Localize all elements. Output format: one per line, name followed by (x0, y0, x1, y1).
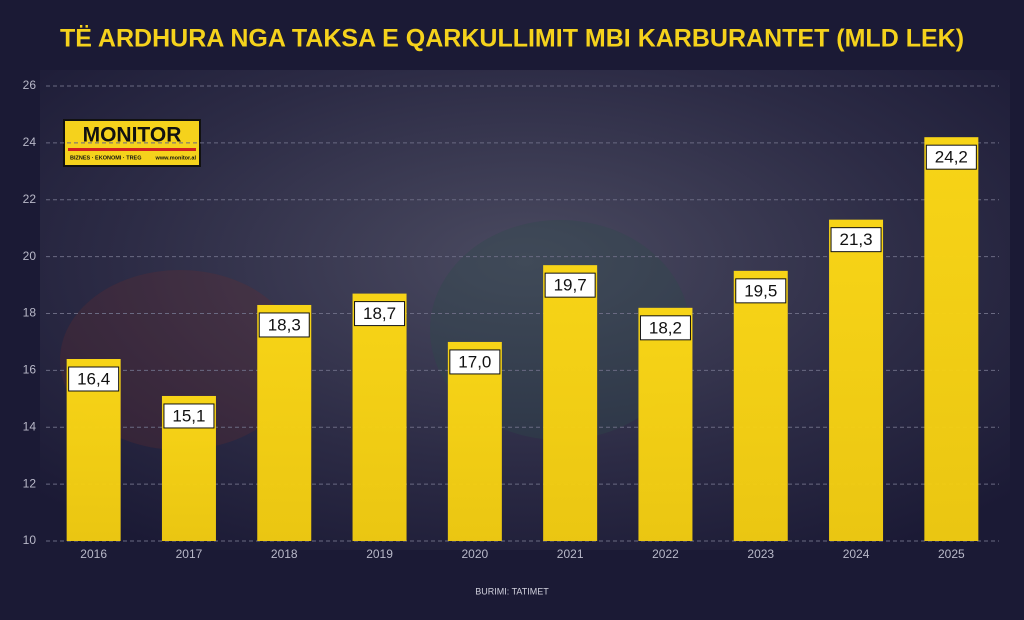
bar (352, 293, 407, 541)
y-tick-label: 10 (23, 533, 37, 547)
value-label-box (354, 301, 406, 327)
bar (733, 270, 788, 541)
value-label: 18,2 (649, 318, 682, 337)
y-tick-label: 24 (23, 135, 37, 149)
value-label: 18,7 (363, 304, 396, 323)
x-tick-label: 2023 (747, 547, 774, 561)
x-tick-label: 2021 (557, 547, 584, 561)
x-tick-label: 2019 (366, 547, 393, 561)
bar (638, 307, 693, 541)
bar (924, 137, 979, 541)
source: BURIMI: TATIMET (475, 586, 549, 596)
logo-tagline: BIZNES · EKONOMI · TREG (70, 155, 142, 161)
x-tick-label: 2025 (938, 547, 965, 561)
x-tick-label: 2016 (80, 547, 107, 561)
value-label-box (735, 278, 787, 304)
value-label: 18,3 (268, 315, 301, 334)
value-label-box (830, 227, 882, 253)
value-label-box (68, 366, 120, 392)
value-label: 17,0 (458, 352, 491, 371)
x-tick-label: 2017 (176, 547, 203, 561)
y-tick-label: 14 (23, 419, 37, 433)
bar (543, 265, 598, 541)
value-label-box (163, 403, 215, 429)
y-tick-label: 26 (23, 78, 37, 92)
x-tick-label: 2024 (843, 547, 870, 561)
value-label-box (639, 315, 691, 341)
logo-url: www.monitor.al (155, 155, 197, 161)
logo-name: MONITOR (83, 124, 182, 147)
x-tick-label: 2018 (271, 547, 298, 561)
bar (447, 341, 502, 541)
value-label-box (258, 312, 310, 338)
value-label: 21,3 (840, 230, 873, 249)
value-label: 24,2 (935, 148, 968, 167)
y-tick-label: 12 (23, 476, 37, 490)
logo-stripe (68, 148, 196, 151)
y-tick-label: 16 (23, 363, 37, 377)
bar (257, 304, 312, 541)
value-label-box (925, 144, 977, 170)
value-label-box (544, 272, 596, 298)
x-tick-label: 2022 (652, 547, 679, 561)
value-label: 15,1 (172, 406, 205, 425)
x-tick-label: 2020 (461, 547, 488, 561)
bar (829, 219, 884, 541)
y-tick-label: 20 (23, 249, 37, 263)
value-label: 19,5 (744, 281, 777, 300)
y-tick-label: 22 (23, 192, 37, 206)
value-label: 19,7 (554, 276, 587, 295)
value-label: 16,4 (77, 369, 110, 388)
value-label-box (449, 349, 501, 375)
y-tick-label: 18 (23, 306, 37, 320)
chart-title: TË ARDHURA NGA TAKSA E QARKULLIMIT MBI K… (60, 25, 964, 53)
